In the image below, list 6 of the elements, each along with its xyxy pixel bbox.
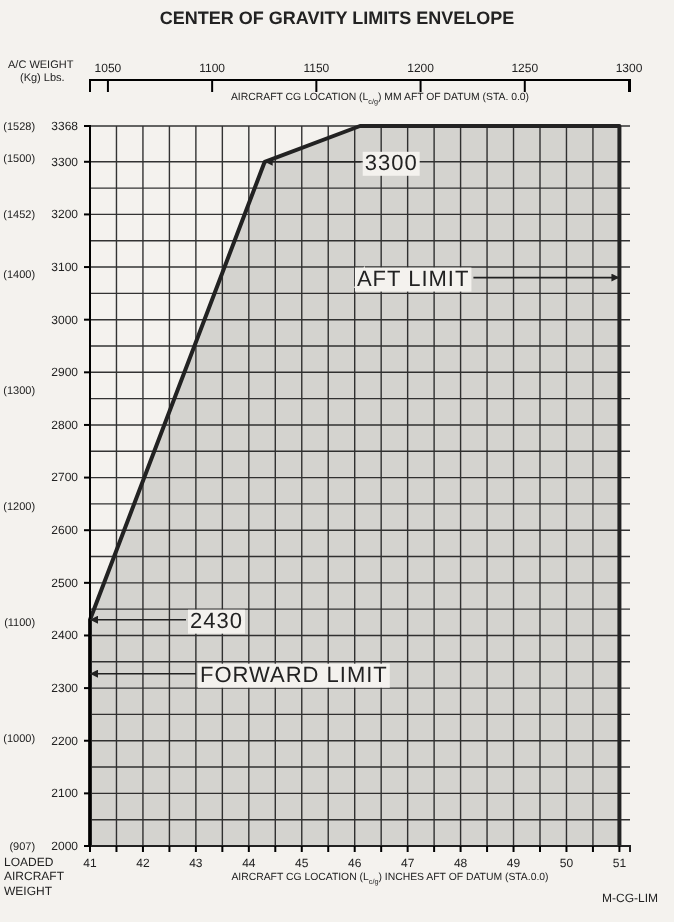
annotation: 2430: [190, 609, 243, 634]
annotation: 3300: [364, 151, 418, 176]
annotation: AFT LIMIT: [356, 267, 470, 292]
line-series: [88, 124, 622, 848]
chart-title: CENTER OF GRAVITY LIMITS ENVELOPE: [159, 8, 515, 28]
annotation: FORWARD LIMIT: [200, 663, 388, 688]
